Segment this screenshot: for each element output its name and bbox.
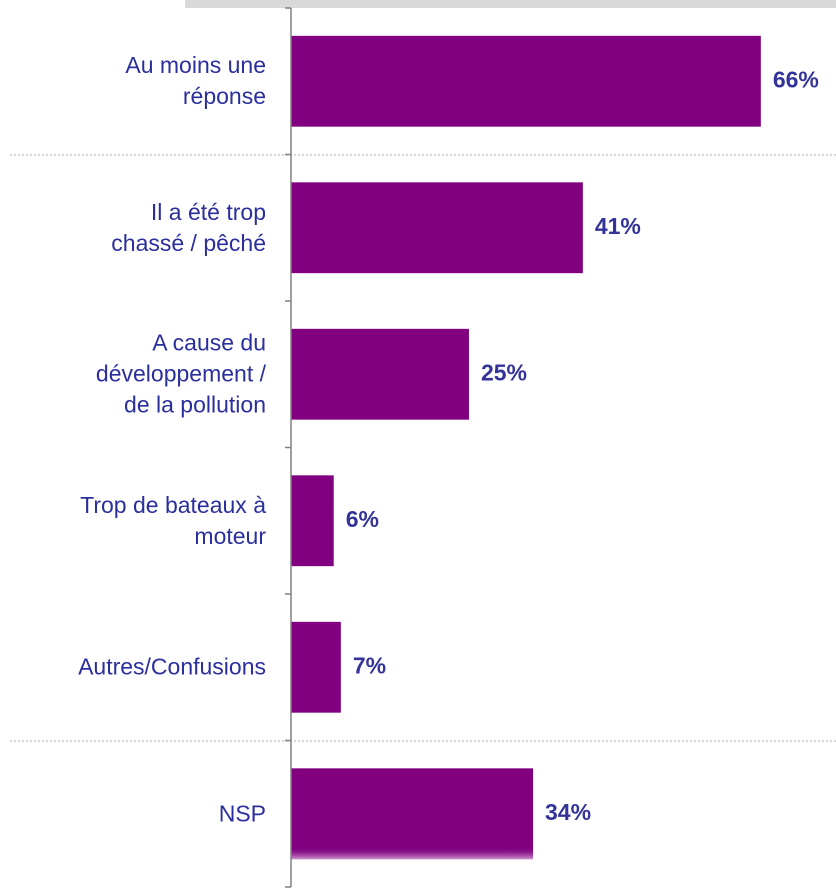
value-label: 6% <box>346 506 379 532</box>
category-label: Il a été trop chassé / pêché <box>111 198 266 256</box>
top-band <box>185 0 836 8</box>
value-label: 66% <box>773 66 819 92</box>
bar <box>291 621 341 713</box>
bar-shine <box>291 847 534 860</box>
category-label: A cause du développement / de la polluti… <box>95 329 266 418</box>
bar <box>291 475 334 567</box>
category-label: NSP <box>218 800 266 827</box>
value-label: 25% <box>481 359 527 385</box>
value-label: 7% <box>353 652 386 678</box>
category-label: Au moins une réponse <box>125 52 266 110</box>
bar <box>291 35 761 127</box>
value-label: 41% <box>595 213 641 239</box>
bar <box>291 182 583 274</box>
bar <box>291 768 534 860</box>
category-label: Trop de bateaux à moteur <box>80 491 266 549</box>
bar <box>291 328 469 420</box>
value-label: 34% <box>545 799 591 825</box>
category-label: Autres/Confusions <box>78 653 266 680</box>
